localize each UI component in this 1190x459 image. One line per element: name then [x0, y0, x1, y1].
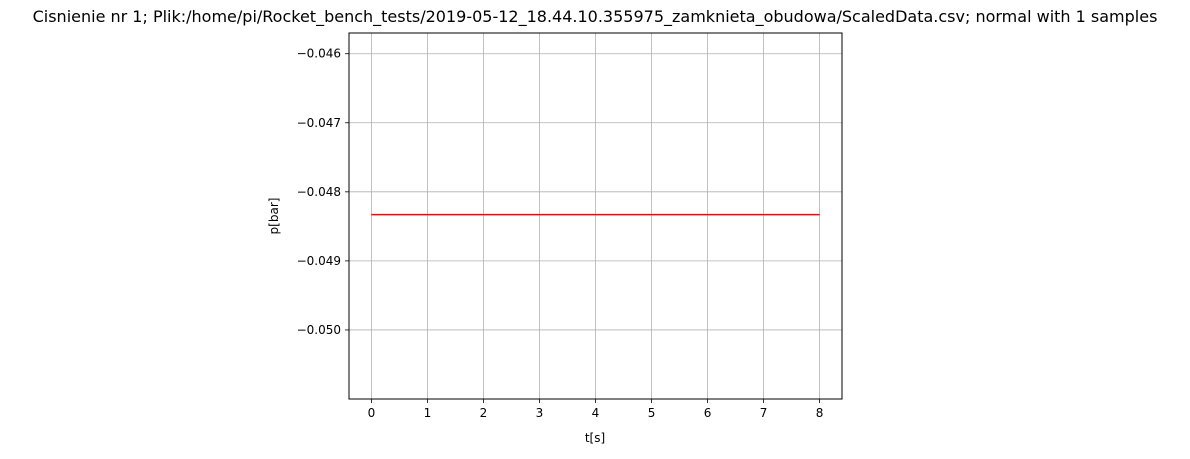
x-tick-label: 6: [704, 406, 712, 420]
x-tick-label: 4: [592, 406, 600, 420]
y-tick-label: −0.046: [297, 47, 341, 61]
y-tick-label: −0.049: [297, 254, 341, 268]
x-axis-title: t[s]: [585, 431, 605, 445]
y-axis: −0.050 −0.049 −0.048 −0.047 −0.046: [297, 47, 349, 337]
x-tick-label: 8: [816, 406, 824, 420]
x-axis: 0 1 2 3 4 5 6 7 8: [368, 399, 824, 420]
grid-layer: [349, 33, 842, 399]
x-tick-label: 2: [480, 406, 488, 420]
y-tick-label: −0.048: [297, 185, 341, 199]
y-tick-label: −0.047: [297, 116, 341, 130]
x-tick-label: 1: [424, 406, 432, 420]
x-tick-label: 0: [368, 406, 376, 420]
chart-title: Cisnienie nr 1; Plik:/home/pi/Rocket_ben…: [33, 7, 1158, 27]
y-tick-label: −0.050: [297, 323, 341, 337]
x-tick-label: 7: [760, 406, 768, 420]
x-tick-label: 5: [648, 406, 656, 420]
x-tick-label: 3: [536, 406, 544, 420]
y-axis-title: p[bar]: [267, 198, 281, 235]
